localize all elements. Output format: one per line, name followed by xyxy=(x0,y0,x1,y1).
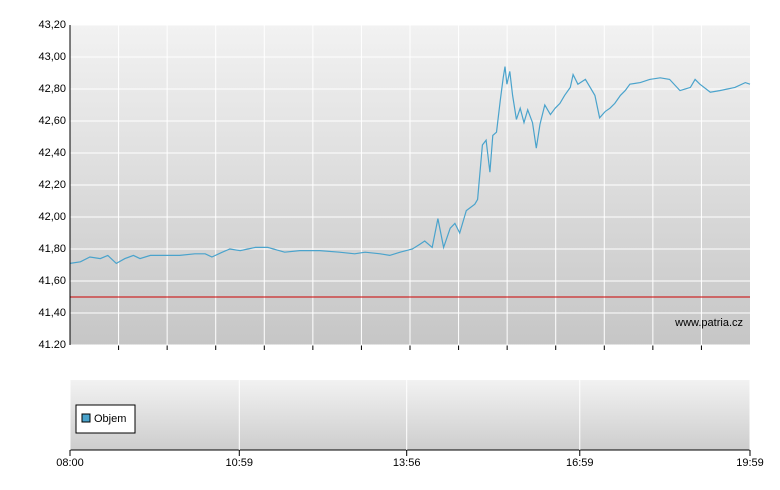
y-tick-label: 43,00 xyxy=(38,51,66,63)
y-tick-label: 41,40 xyxy=(38,307,66,319)
y-tick-label: 42,80 xyxy=(38,83,66,95)
y-tick-label: 42,00 xyxy=(38,211,66,223)
y-tick-label: 41,60 xyxy=(38,275,66,287)
volume-panel xyxy=(70,380,750,450)
y-tick-label: 42,20 xyxy=(38,179,66,191)
legend-swatch xyxy=(81,413,91,423)
y-tick-label: 41,80 xyxy=(38,243,66,255)
x-tick-label: 16:59 xyxy=(566,457,594,469)
y-tick-label: 41.20 xyxy=(38,339,66,351)
volume-legend: Objem xyxy=(75,404,136,434)
y-tick-label: 43,20 xyxy=(38,19,66,31)
y-tick-label: 42,40 xyxy=(38,147,66,159)
watermark: www.patria.cz xyxy=(674,317,743,329)
legend-label: Objem xyxy=(94,413,126,425)
y-tick-label: 42,60 xyxy=(38,115,66,127)
x-tick-label: 19:59 xyxy=(736,457,764,469)
x-tick-label: 08:00 xyxy=(56,457,84,469)
price-line xyxy=(69,66,751,265)
x-tick-label: 10:59 xyxy=(226,457,254,469)
x-tick-label: 13:56 xyxy=(393,457,421,469)
